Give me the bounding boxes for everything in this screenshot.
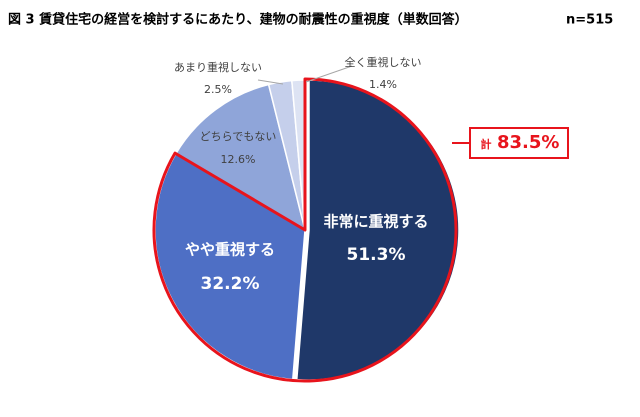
slice-name: あまり重視しない — [174, 60, 262, 74]
slice-value: 2.5% — [204, 83, 232, 96]
slice-name: 全く重視しない — [345, 55, 422, 69]
slice-name: どちらでもない — [200, 130, 277, 143]
annotation-box — [469, 127, 569, 159]
slice-value: 1.4% — [369, 78, 397, 91]
slice-value: 51.3% — [347, 245, 406, 265]
slice-name: 非常に重視する — [323, 213, 428, 231]
leader-line — [257, 79, 284, 85]
annotation-prefix: 計 — [481, 137, 492, 151]
annotation-value: 83.5% — [497, 132, 559, 153]
highlight-outline — [152, 77, 458, 383]
slice-value: 32.2% — [201, 274, 260, 294]
pie-slice — [174, 83, 307, 232]
chart-title: 図 3 賃貸住宅の経営を検討するにあたり、建物の耐震性の重視度（単数回答） — [8, 12, 468, 28]
slice-value: 12.6% — [221, 153, 256, 166]
sample-size: n=515 — [566, 13, 613, 28]
leader-line — [305, 65, 353, 83]
slice-name: やや重視する — [185, 241, 275, 259]
